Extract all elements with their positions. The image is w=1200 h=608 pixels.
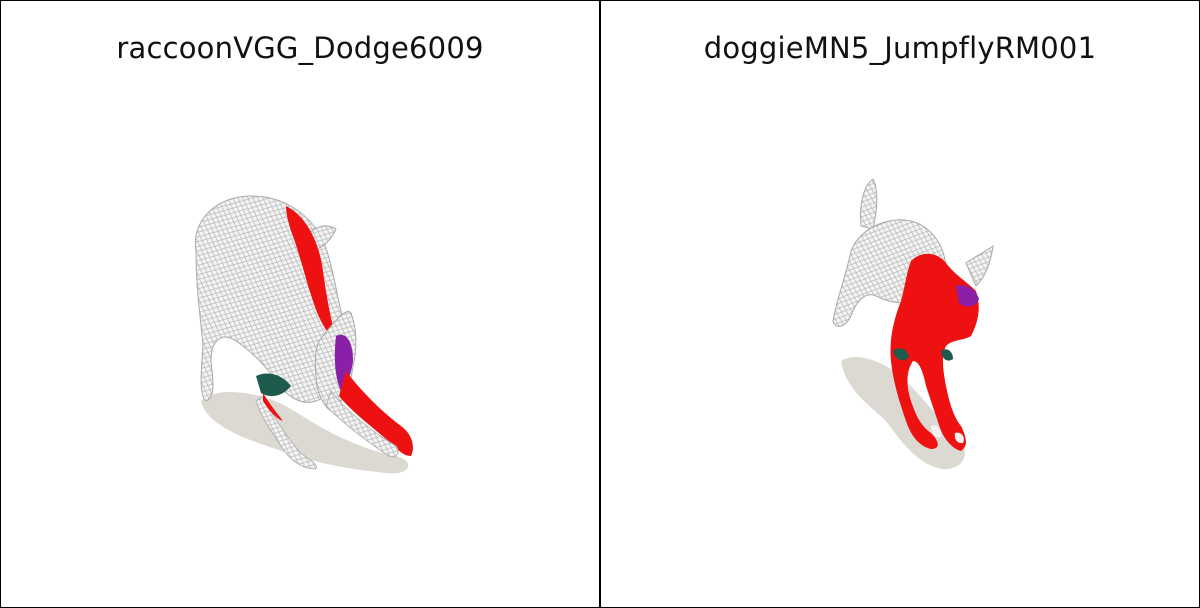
raccoon-foreleg xyxy=(339,371,413,456)
doggie-dark-patch xyxy=(893,348,909,361)
right-panel-title: doggieMN5_JumpflyRM001 xyxy=(703,31,1097,65)
doggie-dark-patch-2 xyxy=(941,349,953,361)
left-panel: raccoonVGG_Dodge6009 xyxy=(0,0,600,608)
raccoon-foreleg-mesh xyxy=(325,390,399,458)
raccoon-error-back xyxy=(286,206,339,346)
doggie-head-error xyxy=(956,285,979,307)
doggie-paw-highlight-2 xyxy=(954,432,964,444)
doggie-paw-highlight xyxy=(931,425,942,438)
right-panel: doggieMN5_JumpflyRM001 xyxy=(600,0,1200,608)
doggie-ear-right-mesh xyxy=(965,244,994,287)
ground-shadow xyxy=(201,391,409,474)
doggie-render xyxy=(832,178,994,470)
left-panel-title: raccoonVGG_Dodge6009 xyxy=(116,31,484,65)
doggie-body-error xyxy=(890,253,979,451)
raccoon-hindleg xyxy=(255,395,317,470)
raccoon-render xyxy=(194,195,413,474)
doggie-tail-mesh xyxy=(860,178,878,230)
raccoon-dark-patch xyxy=(256,373,291,397)
